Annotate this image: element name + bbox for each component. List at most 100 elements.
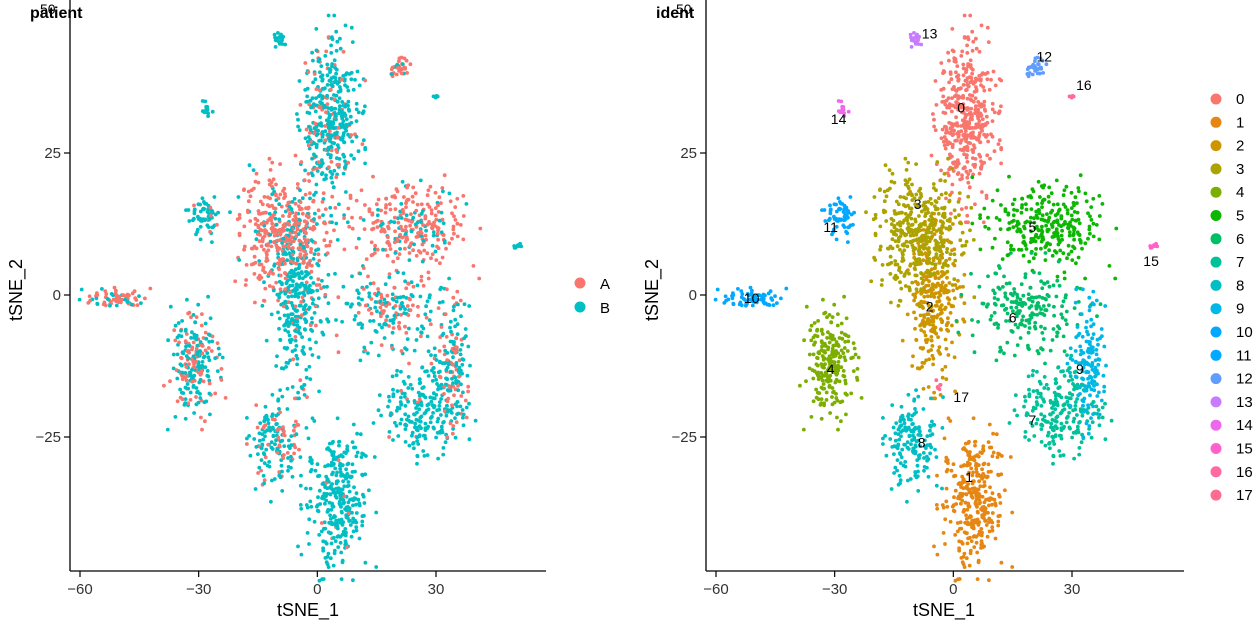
patient-x-tick-label: 0 (313, 581, 321, 598)
point-cluster-4 (841, 351, 846, 355)
point-cluster-0 (943, 111, 948, 115)
point-patient-B (425, 299, 430, 304)
point-patient-B (312, 519, 317, 524)
point-cluster-1 (948, 519, 953, 524)
point-patient-A (203, 330, 208, 335)
point-patient-A (409, 212, 413, 217)
point-patient-B (348, 114, 353, 119)
point-patient-B (286, 294, 291, 299)
point-patient-B (177, 333, 182, 338)
point-patient-A (198, 372, 203, 377)
point-cluster-5 (1070, 217, 1075, 222)
point-patient-A (457, 374, 461, 379)
point-patient-A (411, 185, 416, 190)
point-patient-B (264, 413, 269, 418)
point-patient-B (333, 271, 337, 276)
point-patient-B (315, 132, 320, 137)
point-patient-B (356, 296, 361, 300)
point-cluster-3 (942, 171, 947, 176)
point-cluster-4 (855, 378, 860, 382)
point-cluster-3 (923, 204, 928, 209)
point-cluster-2 (939, 287, 944, 291)
point-cluster-5 (978, 247, 983, 252)
point-cluster-5 (1061, 222, 1066, 227)
point-cluster-4 (812, 321, 817, 325)
point-patient-B (314, 340, 318, 345)
point-cluster-0 (947, 80, 951, 85)
point-patient-A (442, 344, 447, 349)
point-cluster-0 (971, 143, 976, 148)
point-cluster-0 (969, 106, 974, 111)
point-patient-A (273, 230, 278, 234)
point-patient-A (387, 302, 392, 306)
point-cluster-0 (950, 96, 954, 100)
point-patient-A (270, 221, 274, 226)
point-patient-A (369, 297, 374, 301)
point-patient-B (354, 528, 359, 533)
point-cluster-3 (926, 200, 931, 204)
point-cluster-3 (963, 243, 968, 248)
point-cluster-6 (1039, 307, 1043, 311)
point-patient-B (347, 72, 352, 76)
point-patient-A (267, 156, 272, 161)
point-cluster-4 (835, 415, 839, 420)
point-patient-B (399, 403, 403, 407)
point-cluster-3 (900, 256, 905, 260)
point-patient-B (330, 522, 335, 527)
point-cluster-3 (939, 229, 943, 233)
point-cluster-0 (984, 114, 989, 119)
point-patient-B (394, 424, 399, 428)
point-cluster-1 (975, 488, 979, 492)
point-patient-B (436, 456, 440, 461)
point-patient-A (386, 235, 390, 240)
point-patient-B (290, 312, 295, 316)
point-patient-A (419, 202, 424, 207)
point-cluster-2 (947, 257, 952, 261)
point-patient-B (334, 114, 338, 119)
point-cluster-1 (972, 545, 977, 549)
point-patient-A (388, 247, 393, 251)
point-patient-A (450, 236, 454, 241)
point-patient-A (118, 300, 123, 305)
point-patient-B (309, 275, 313, 280)
point-cluster-0 (974, 46, 979, 51)
point-patient-B (375, 293, 379, 298)
point-patient-B (415, 403, 420, 407)
point-patient-B (320, 496, 324, 500)
point-patient-A (309, 247, 314, 251)
point-cluster-5 (1024, 247, 1029, 251)
point-patient-B (350, 470, 355, 474)
point-cluster-1 (978, 494, 983, 499)
point-cluster-3 (920, 281, 925, 286)
point-cluster-3 (873, 216, 878, 220)
point-cluster-5 (1067, 230, 1072, 235)
point-patient-A (426, 276, 431, 281)
point-cluster-5 (1005, 240, 1010, 245)
point-patient-A (340, 77, 344, 82)
point-patient-B (314, 96, 318, 100)
point-cluster-4 (849, 391, 854, 396)
point-cluster-0 (965, 148, 970, 153)
point-patient-B (314, 27, 319, 31)
point-patient-B (336, 534, 341, 538)
point-cluster-3 (897, 298, 902, 303)
point-cluster-5 (1021, 240, 1026, 245)
point-cluster-5 (993, 236, 997, 241)
point-cluster-1 (980, 508, 985, 513)
point-cluster-1 (967, 489, 972, 494)
point-patient-B (300, 335, 304, 339)
point-patient-B (278, 337, 283, 342)
point-patient-B (455, 322, 460, 327)
point-cluster-5 (1011, 213, 1016, 218)
point-patient-B (280, 489, 285, 493)
point-cluster-3 (940, 224, 945, 228)
point-cluster-5 (1097, 237, 1102, 242)
point-cluster-3 (929, 304, 934, 309)
point-cluster-5 (1036, 179, 1041, 184)
point-cluster-4 (843, 339, 848, 344)
point-patient-B (400, 301, 404, 305)
point-cluster-5 (1059, 214, 1064, 219)
point-cluster-0 (964, 135, 969, 139)
point-cluster-2 (929, 267, 934, 272)
point-patient-B (352, 496, 357, 500)
